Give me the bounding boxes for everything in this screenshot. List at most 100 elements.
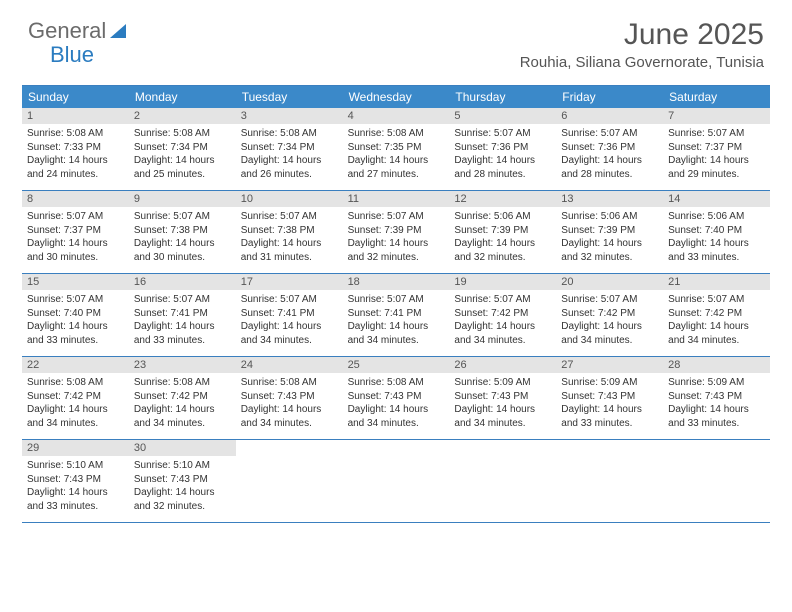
header: General Blue June 2025 Rouhia, Siliana G… <box>0 0 792 77</box>
day-details: Sunrise: 5:06 AMSunset: 7:39 PMDaylight:… <box>454 210 551 264</box>
day-number: 22 <box>22 357 129 373</box>
day-cell: 5 Sunrise: 5:07 AMSunset: 7:36 PMDaylight… <box>449 108 556 190</box>
week-row: 22 Sunrise: 5:08 AMSunset: 7:42 PMDayligh… <box>22 357 770 440</box>
day-number: 17 <box>236 274 343 290</box>
day-cell: 1 Sunrise: 5:08 AMSunset: 7:33 PMDaylight… <box>22 108 129 190</box>
day-details: Sunrise: 5:08 AMSunset: 7:43 PMDaylight:… <box>348 376 445 430</box>
day-number: 21 <box>663 274 770 290</box>
day-number: 1 <box>22 108 129 124</box>
logo: General Blue <box>28 18 128 44</box>
weekday-header-row: Sunday Monday Tuesday Wednesday Thursday… <box>22 86 770 108</box>
day-number: 19 <box>449 274 556 290</box>
day-cell: 19 Sunrise: 5:07 AMSunset: 7:42 PMDayligh… <box>449 274 556 356</box>
day-details: Sunrise: 5:07 AMSunset: 7:39 PMDaylight:… <box>348 210 445 264</box>
day-number: 28 <box>663 357 770 373</box>
day-cell: 18Sunrise: 5:07 AMSunset: 7:41 PMDayligh… <box>343 274 450 356</box>
day-details: Sunrise: 5:07 AMSunset: 7:40 PMDaylight:… <box>27 293 124 347</box>
calendar-grid: Sunday Monday Tuesday Wednesday Thursday… <box>22 85 770 523</box>
logo-text-1: General <box>28 18 106 44</box>
day-cell: 8 Sunrise: 5:07 AMSunset: 7:37 PMDaylight… <box>22 191 129 273</box>
logo-sail-icon <box>108 22 128 40</box>
day-cell: 22Sunrise: 5:08 AMSunset: 7:42 PMDayligh… <box>22 357 129 439</box>
day-cell: 30Sunrise: 5:10 AMSunset: 7:43 PMDayligh… <box>129 440 236 522</box>
weekday-header: Tuesday <box>236 86 343 108</box>
day-details: Sunrise: 5:08 AMSunset: 7:33 PMDaylight:… <box>27 127 124 181</box>
day-number: 4 <box>343 108 450 124</box>
day-details: Sunrise: 5:08 AMSunset: 7:35 PMDaylight:… <box>348 127 445 181</box>
day-number: 20 <box>556 274 663 290</box>
day-cell: 9 Sunrise: 5:07 AMSunset: 7:38 PMDaylight… <box>129 191 236 273</box>
day-cell: 20 Sunrise: 5:07 AMSunset: 7:42 PMDayligh… <box>556 274 663 356</box>
day-number: 8 <box>22 191 129 207</box>
day-cell: 14 Sunrise: 5:06 AMSunset: 7:40 PMDayligh… <box>663 191 770 273</box>
location-text: Rouhia, Siliana Governorate, Tunisia <box>520 54 764 71</box>
day-details: Sunrise: 5:08 AMSunset: 7:42 PMDaylight:… <box>134 376 231 430</box>
day-details: Sunrise: 5:08 AMSunset: 7:34 PMDaylight:… <box>134 127 231 181</box>
day-cell: 15 Sunrise: 5:07 AMSunset: 7:40 PMDayligh… <box>22 274 129 356</box>
day-number: 26 <box>449 357 556 373</box>
week-row: 15 Sunrise: 5:07 AMSunset: 7:40 PMDayligh… <box>22 274 770 357</box>
day-details: Sunrise: 5:07 AMSunset: 7:42 PMDaylight:… <box>454 293 551 347</box>
day-number: 5 <box>449 108 556 124</box>
day-cell: 16 Sunrise: 5:07 AMSunset: 7:41 PMDayligh… <box>129 274 236 356</box>
day-number: 6 <box>556 108 663 124</box>
day-details: Sunrise: 5:09 AMSunset: 7:43 PMDaylight:… <box>561 376 658 430</box>
day-details: Sunrise: 5:10 AMSunset: 7:43 PMDaylight:… <box>27 459 124 513</box>
day-number: 16 <box>129 274 236 290</box>
day-number: 18 <box>343 274 450 290</box>
day-details: Sunrise: 5:07 AMSunset: 7:36 PMDaylight:… <box>561 127 658 181</box>
day-number: 12 <box>449 191 556 207</box>
day-number: 9 <box>129 191 236 207</box>
day-cell: 12 Sunrise: 5:06 AMSunset: 7:39 PMDayligh… <box>449 191 556 273</box>
day-cell: 26 Sunrise: 5:09 AMSunset: 7:43 PMDayligh… <box>449 357 556 439</box>
day-details: Sunrise: 5:09 AMSunset: 7:43 PMDaylight:… <box>454 376 551 430</box>
day-details: Sunrise: 5:07 AMSunset: 7:37 PMDaylight:… <box>27 210 124 264</box>
day-number: 30 <box>129 440 236 456</box>
day-details: Sunrise: 5:07 AMSunset: 7:41 PMDaylight:… <box>241 293 338 347</box>
day-details: Sunrise: 5:07 AMSunset: 7:38 PMDaylight:… <box>241 210 338 264</box>
weekday-header: Monday <box>129 86 236 108</box>
day-number: 2 <box>129 108 236 124</box>
day-cell: 7 Sunrise: 5:07 AMSunset: 7:37 PMDaylight… <box>663 108 770 190</box>
day-details: Sunrise: 5:07 AMSunset: 7:41 PMDaylight:… <box>134 293 231 347</box>
day-number: 23 <box>129 357 236 373</box>
day-details: Sunrise: 5:07 AMSunset: 7:42 PMDaylight:… <box>561 293 658 347</box>
day-cell: 28Sunrise: 5:09 AMSunset: 7:43 PMDayligh… <box>663 357 770 439</box>
weekday-header: Saturday <box>663 86 770 108</box>
day-number: 3 <box>236 108 343 124</box>
day-number: 15 <box>22 274 129 290</box>
day-details: Sunrise: 5:07 AMSunset: 7:36 PMDaylight:… <box>454 127 551 181</box>
day-details: Sunrise: 5:07 AMSunset: 7:37 PMDaylight:… <box>668 127 765 181</box>
day-cell: 13Sunrise: 5:06 AMSunset: 7:39 PMDayligh… <box>556 191 663 273</box>
day-cell: 27 Sunrise: 5:09 AMSunset: 7:43 PMDayligh… <box>556 357 663 439</box>
day-cell: 21 Sunrise: 5:07 AMSunset: 7:42 PMDayligh… <box>663 274 770 356</box>
day-number: 27 <box>556 357 663 373</box>
day-cell: 25 Sunrise: 5:08 AMSunset: 7:43 PMDayligh… <box>343 357 450 439</box>
day-cell: 6 Sunrise: 5:07 AMSunset: 7:36 PMDaylight… <box>556 108 663 190</box>
day-cell: 4 Sunrise: 5:08 AMSunset: 7:35 PMDaylight… <box>343 108 450 190</box>
day-details: Sunrise: 5:07 AMSunset: 7:38 PMDaylight:… <box>134 210 231 264</box>
day-cell: 11Sunrise: 5:07 AMSunset: 7:39 PMDayligh… <box>343 191 450 273</box>
day-cell: 2 Sunrise: 5:08 AMSunset: 7:34 PMDaylight… <box>129 108 236 190</box>
day-number: 7 <box>663 108 770 124</box>
page-title: June 2025 <box>520 18 764 52</box>
day-cell: 3 Sunrise: 5:08 AMSunset: 7:34 PMDaylight… <box>236 108 343 190</box>
day-number: 13 <box>556 191 663 207</box>
title-block: June 2025 Rouhia, Siliana Governorate, T… <box>520 18 764 71</box>
day-number: 29 <box>22 440 129 456</box>
day-cell <box>556 440 663 522</box>
day-number: 14 <box>663 191 770 207</box>
weekday-header: Wednesday <box>343 86 450 108</box>
day-number: 25 <box>343 357 450 373</box>
day-details: Sunrise: 5:06 AMSunset: 7:40 PMDaylight:… <box>668 210 765 264</box>
day-details: Sunrise: 5:07 AMSunset: 7:42 PMDaylight:… <box>668 293 765 347</box>
day-cell: 17 Sunrise: 5:07 AMSunset: 7:41 PMDayligh… <box>236 274 343 356</box>
day-cell: 29 Sunrise: 5:10 AMSunset: 7:43 PMDayligh… <box>22 440 129 522</box>
weekday-header: Sunday <box>22 86 129 108</box>
day-number: 24 <box>236 357 343 373</box>
day-cell <box>663 440 770 522</box>
day-cell <box>449 440 556 522</box>
week-row: 8 Sunrise: 5:07 AMSunset: 7:37 PMDaylight… <box>22 191 770 274</box>
day-details: Sunrise: 5:08 AMSunset: 7:34 PMDaylight:… <box>241 127 338 181</box>
week-row: 29 Sunrise: 5:10 AMSunset: 7:43 PMDayligh… <box>22 440 770 523</box>
